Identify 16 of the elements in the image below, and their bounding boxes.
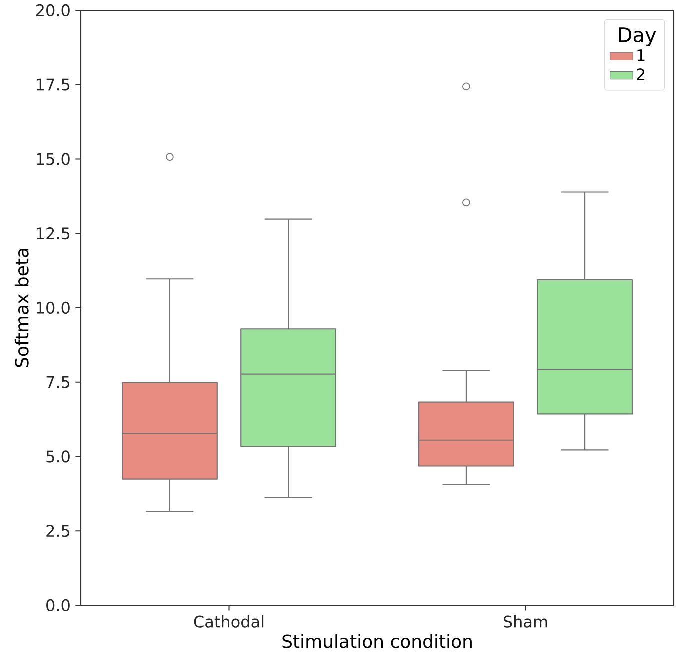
y-tick-label: 17.5 xyxy=(37,79,70,91)
y-axis-title: Softmax beta xyxy=(14,249,29,368)
x-axis-title: Stimulation condition xyxy=(282,634,472,648)
y-tick-label: 0.0 xyxy=(46,600,70,612)
y-tick-label: 15.0 xyxy=(37,153,70,166)
y-tick-label: 12.5 xyxy=(37,228,70,240)
y-tick-label: 7.5 xyxy=(46,376,70,388)
y-tick-label: 5.0 xyxy=(46,450,70,463)
y-tick-label: 20.0 xyxy=(36,4,70,17)
legend-title: Day xyxy=(619,28,656,47)
y-tick-label: 10.0 xyxy=(37,302,70,314)
x-tick-label: Sham xyxy=(504,616,548,628)
x-tick-label: Cathodal xyxy=(194,616,264,628)
legend-label: 2 xyxy=(637,68,645,81)
legend-label: 1 xyxy=(638,50,645,62)
y-tick-label: 2.5 xyxy=(46,525,70,538)
